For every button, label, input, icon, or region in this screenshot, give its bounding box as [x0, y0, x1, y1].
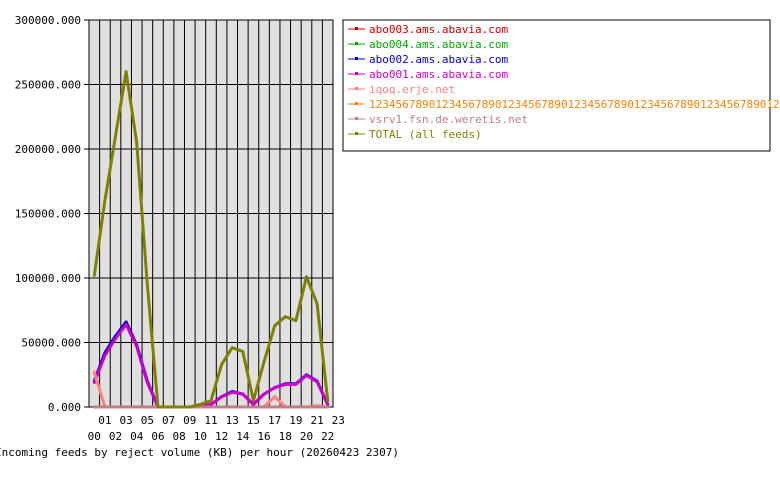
- series-line: [92, 322, 330, 409]
- legend-label: abo003.ams.abavia.com: [369, 23, 508, 36]
- series-line: [92, 70, 330, 409]
- legend-marker: [355, 72, 358, 75]
- legend-label: abo002.ams.abavia.com: [369, 53, 508, 66]
- x-tick-label: 01: [98, 414, 111, 427]
- legend-marker: [355, 87, 358, 90]
- x-tick-label: 22: [321, 430, 334, 443]
- x-tick-label: 14: [236, 430, 250, 443]
- legend-marker: [355, 102, 358, 105]
- x-tick-label: 04: [130, 430, 144, 443]
- x-tick-label: 11: [204, 414, 217, 427]
- legend-marker: [355, 132, 358, 135]
- x-tick-label: 21: [310, 414, 323, 427]
- x-tick-label: 02: [109, 430, 122, 443]
- x-tick-label: 00: [88, 430, 101, 443]
- x-tick-label: 07: [162, 414, 175, 427]
- legend-label: 1234567890123456789012345678901234567890…: [369, 98, 780, 111]
- x-tick-label: 06: [151, 430, 164, 443]
- x-tick-label: 05: [141, 414, 154, 427]
- legend-marker: [355, 42, 358, 45]
- y-tick-label: 0.000: [48, 401, 81, 414]
- x-tick-label: 16: [257, 430, 270, 443]
- y-tick-label: 100000.000: [15, 272, 81, 285]
- legend-label: vsrv1.fsn.de.weretis.net: [369, 113, 528, 126]
- legend-label: iqoq.erje.net: [369, 83, 455, 96]
- chart-title: Incoming feeds by reject volume (KB) per…: [0, 446, 399, 459]
- x-tick-label: 10: [194, 430, 207, 443]
- legend-label: TOTAL (all feeds): [369, 128, 482, 141]
- legend-label: abo004.ams.abavia.com: [369, 38, 508, 51]
- y-tick-label: 300000.000: [15, 14, 81, 27]
- x-tick-label: 12: [215, 430, 228, 443]
- legend-label: abo001.ams.abavia.com: [369, 68, 508, 81]
- x-tick-label: 08: [173, 430, 186, 443]
- x-tick-label: 18: [279, 430, 292, 443]
- x-tick-label: 23: [332, 414, 345, 427]
- x-tick-label: 13: [226, 414, 239, 427]
- x-tick-label: 03: [120, 414, 133, 427]
- x-tick-label: 20: [300, 430, 313, 443]
- y-tick-label: 250000.000: [15, 79, 81, 92]
- legend-box: [342, 19, 771, 152]
- x-tick-label: 09: [183, 414, 196, 427]
- y-tick-label: 50000.000: [21, 337, 81, 350]
- x-tick-label: 19: [289, 414, 302, 427]
- x-tick-label: 17: [268, 414, 281, 427]
- y-tick-label: 200000.000: [15, 143, 81, 156]
- x-tick-label: 15: [247, 414, 260, 427]
- legend-marker: [355, 27, 358, 30]
- legend-marker: [355, 57, 358, 60]
- legend-marker: [355, 117, 358, 120]
- y-tick-label: 150000.000: [15, 208, 81, 221]
